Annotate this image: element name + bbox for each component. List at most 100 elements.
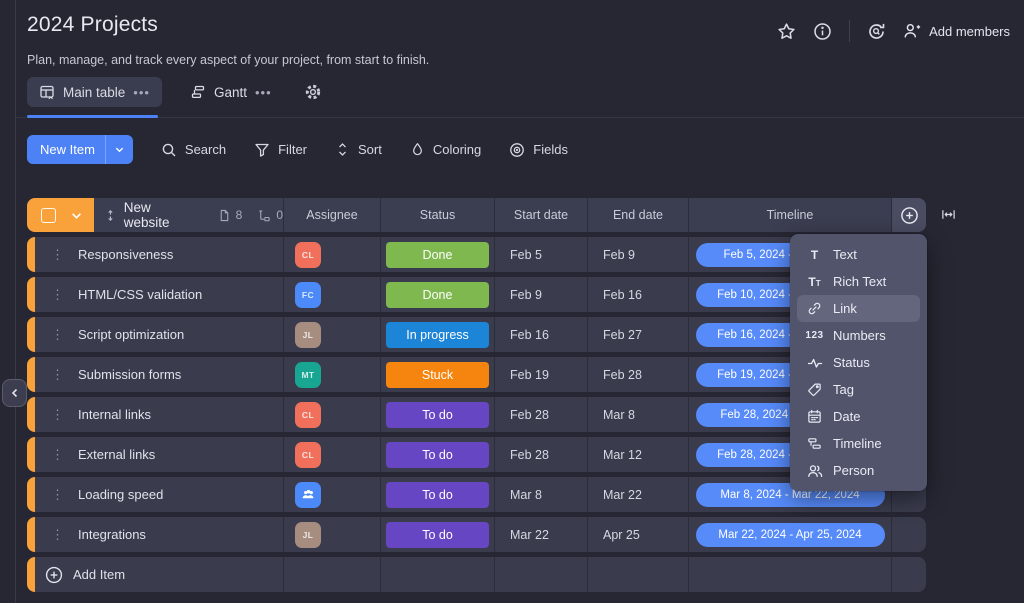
row-menu-icon[interactable]: ⋮ (51, 487, 64, 502)
end-date-cell[interactable]: Mar 8 (587, 397, 688, 432)
menu-item-person[interactable]: Person (797, 457, 920, 484)
menu-item-text[interactable]: T Text (797, 241, 920, 268)
status-cell[interactable]: Done (380, 277, 494, 312)
add-column-button[interactable] (891, 198, 926, 232)
menu-item-link[interactable]: Link (797, 295, 920, 322)
item-name[interactable]: Script optimization (78, 327, 185, 342)
item-name[interactable]: External links (78, 447, 156, 462)
row-menu-icon[interactable]: ⋮ (51, 447, 64, 462)
status-badge[interactable]: To do (386, 521, 489, 548)
assignee-cell[interactable]: FC (283, 277, 380, 312)
assignee-cell[interactable] (283, 477, 380, 512)
status-cell[interactable]: Done (380, 237, 494, 272)
end-date-cell[interactable]: Feb 27 (587, 317, 688, 352)
row-menu-icon[interactable]: ⋮ (51, 287, 64, 302)
avatar[interactable]: JL (295, 321, 321, 348)
item-name[interactable]: Loading speed (78, 487, 164, 502)
new-item-button[interactable]: New Item (27, 135, 133, 164)
group-select-header[interactable] (27, 198, 94, 232)
menu-item-date[interactable]: Date (797, 403, 920, 430)
column-header-assignee[interactable]: Assignee (283, 198, 380, 232)
assignee-cell[interactable]: JL (283, 517, 380, 552)
row-menu-icon[interactable]: ⋮ (51, 527, 64, 542)
select-all-checkbox[interactable] (41, 207, 56, 223)
end-date-cell[interactable]: Feb 9 (587, 237, 688, 272)
group-avatar[interactable] (295, 481, 321, 508)
sidebar-collapse-button[interactable] (2, 379, 27, 407)
board-settings-gear-icon[interactable] (300, 83, 326, 101)
start-date-cell[interactable]: Mar 22 (494, 517, 587, 552)
coloring-button[interactable]: Coloring (410, 142, 481, 157)
status-badge[interactable]: To do (386, 481, 489, 508)
start-date-cell[interactable]: Feb 28 (494, 397, 587, 432)
menu-item-numbers[interactable]: 123 Numbers (797, 322, 920, 349)
filter-button[interactable]: Filter (254, 142, 307, 158)
end-date-cell[interactable]: Feb 28 (587, 357, 688, 392)
sort-button[interactable]: Sort (335, 142, 382, 157)
menu-item-status[interactable]: Status (797, 349, 920, 376)
item-name[interactable]: Submission forms (78, 367, 182, 382)
assignee-cell[interactable]: CL (283, 397, 380, 432)
item-name[interactable]: Integrations (78, 527, 146, 542)
column-header-timeline[interactable]: Timeline (688, 198, 891, 232)
table-row[interactable]: ⋮ Loading speed To do Mar 8 Mar 22 Mar 8… (27, 477, 926, 512)
timeline-pill[interactable]: Mar 22, 2024 - Apr 25, 2024 (695, 522, 885, 547)
fields-button[interactable]: Fields (509, 142, 568, 158)
status-badge[interactable]: Done (386, 281, 489, 308)
status-badge[interactable]: Done (386, 241, 489, 268)
menu-item-timeline[interactable]: Timeline (797, 430, 920, 457)
start-date-cell[interactable]: Feb 19 (494, 357, 587, 392)
group-collapse-chevron-icon[interactable] (71, 210, 82, 221)
row-menu-icon[interactable]: ⋮ (51, 247, 64, 262)
row-menu-icon[interactable]: ⋮ (51, 367, 64, 382)
status-badge[interactable]: In progress (386, 321, 489, 348)
status-badge[interactable]: Stuck (386, 361, 489, 388)
column-header-start-date[interactable]: Start date (494, 198, 587, 232)
board-activity-icon[interactable] (867, 22, 886, 41)
avatar[interactable]: CL (295, 401, 321, 428)
status-cell[interactable]: Stuck (380, 357, 494, 392)
add-item-button[interactable]: Add Item (35, 557, 283, 592)
tab-gantt[interactable]: Gantt ••• (178, 77, 284, 107)
column-header-end-date[interactable]: End date (587, 198, 688, 232)
status-cell[interactable]: To do (380, 397, 494, 432)
end-date-cell[interactable]: Mar 12 (587, 437, 688, 472)
assignee-cell[interactable]: CL (283, 237, 380, 272)
status-cell[interactable]: In progress (380, 317, 494, 352)
avatar[interactable]: FC (295, 281, 321, 308)
status-cell[interactable]: To do (380, 477, 494, 512)
assignee-cell[interactable]: MT (283, 357, 380, 392)
tab-main-table[interactable]: Main table ••• (27, 77, 162, 107)
item-name[interactable]: Internal links (78, 407, 151, 422)
menu-item-rich-text[interactable]: TT Rich Text (797, 268, 920, 295)
item-name[interactable]: Responsiveness (78, 247, 174, 262)
group-name[interactable]: New website (123, 200, 170, 230)
row-menu-icon[interactable]: ⋮ (51, 327, 64, 342)
start-date-cell[interactable]: Feb 28 (494, 437, 587, 472)
favorite-star-icon[interactable] (777, 22, 796, 41)
timeline-cell[interactable]: Mar 22, 2024 - Apr 25, 2024 (688, 517, 891, 552)
avatar[interactable]: CL (295, 441, 321, 468)
avatar[interactable]: JL (295, 521, 321, 548)
tab-options-icon[interactable]: ••• (254, 84, 272, 100)
start-date-cell[interactable]: Feb 5 (494, 237, 587, 272)
search-button[interactable]: Search (161, 142, 226, 158)
assignee-cell[interactable]: CL (283, 437, 380, 472)
end-date-cell[interactable]: Apr 25 (587, 517, 688, 552)
column-header-status[interactable]: Status (380, 198, 494, 232)
status-badge[interactable]: To do (386, 441, 489, 468)
fit-columns-width-icon[interactable] (938, 205, 959, 224)
table-row[interactable]: ⋮ Integrations JL To do Mar 22 Apr 25 Ma… (27, 517, 926, 552)
start-date-cell[interactable]: Feb 9 (494, 277, 587, 312)
assignee-cell[interactable]: JL (283, 317, 380, 352)
status-badge[interactable]: To do (386, 401, 489, 428)
avatar[interactable]: MT (295, 361, 321, 388)
avatar[interactable]: CL (295, 241, 321, 268)
chevron-down-icon[interactable] (106, 145, 133, 154)
status-cell[interactable]: To do (380, 437, 494, 472)
info-icon[interactable] (813, 22, 832, 41)
end-date-cell[interactable]: Feb 16 (587, 277, 688, 312)
group-header[interactable]: New website 8 0 (94, 198, 283, 232)
menu-item-tag[interactable]: Tag (797, 376, 920, 403)
start-date-cell[interactable]: Mar 8 (494, 477, 587, 512)
